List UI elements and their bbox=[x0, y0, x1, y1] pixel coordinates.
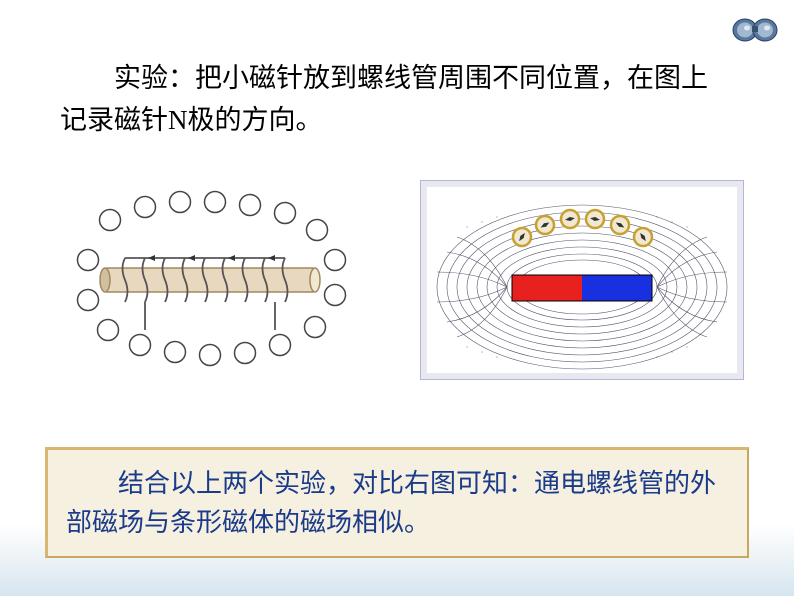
bar-magnet bbox=[512, 275, 652, 301]
diagram-container bbox=[50, 180, 744, 380]
conclusion-text: 结合以上两个实验，对比右图可知：通电螺线管的外部磁场与条形磁体的磁场相似。 bbox=[66, 464, 729, 542]
conclusion-box: 结合以上两个实验，对比右图可知：通电螺线管的外部磁场与条形磁体的磁场相似。 bbox=[45, 447, 749, 558]
bar-magnet-field-diagram bbox=[420, 180, 744, 380]
solenoid-diagram bbox=[50, 180, 370, 380]
binoculars-icon bbox=[730, 12, 780, 44]
experiment-description: 实验：把小磁针放到螺线管周围不同位置，在图上记录磁针N极的方向。 bbox=[60, 58, 734, 142]
compasses-on-magnet bbox=[513, 210, 652, 246]
